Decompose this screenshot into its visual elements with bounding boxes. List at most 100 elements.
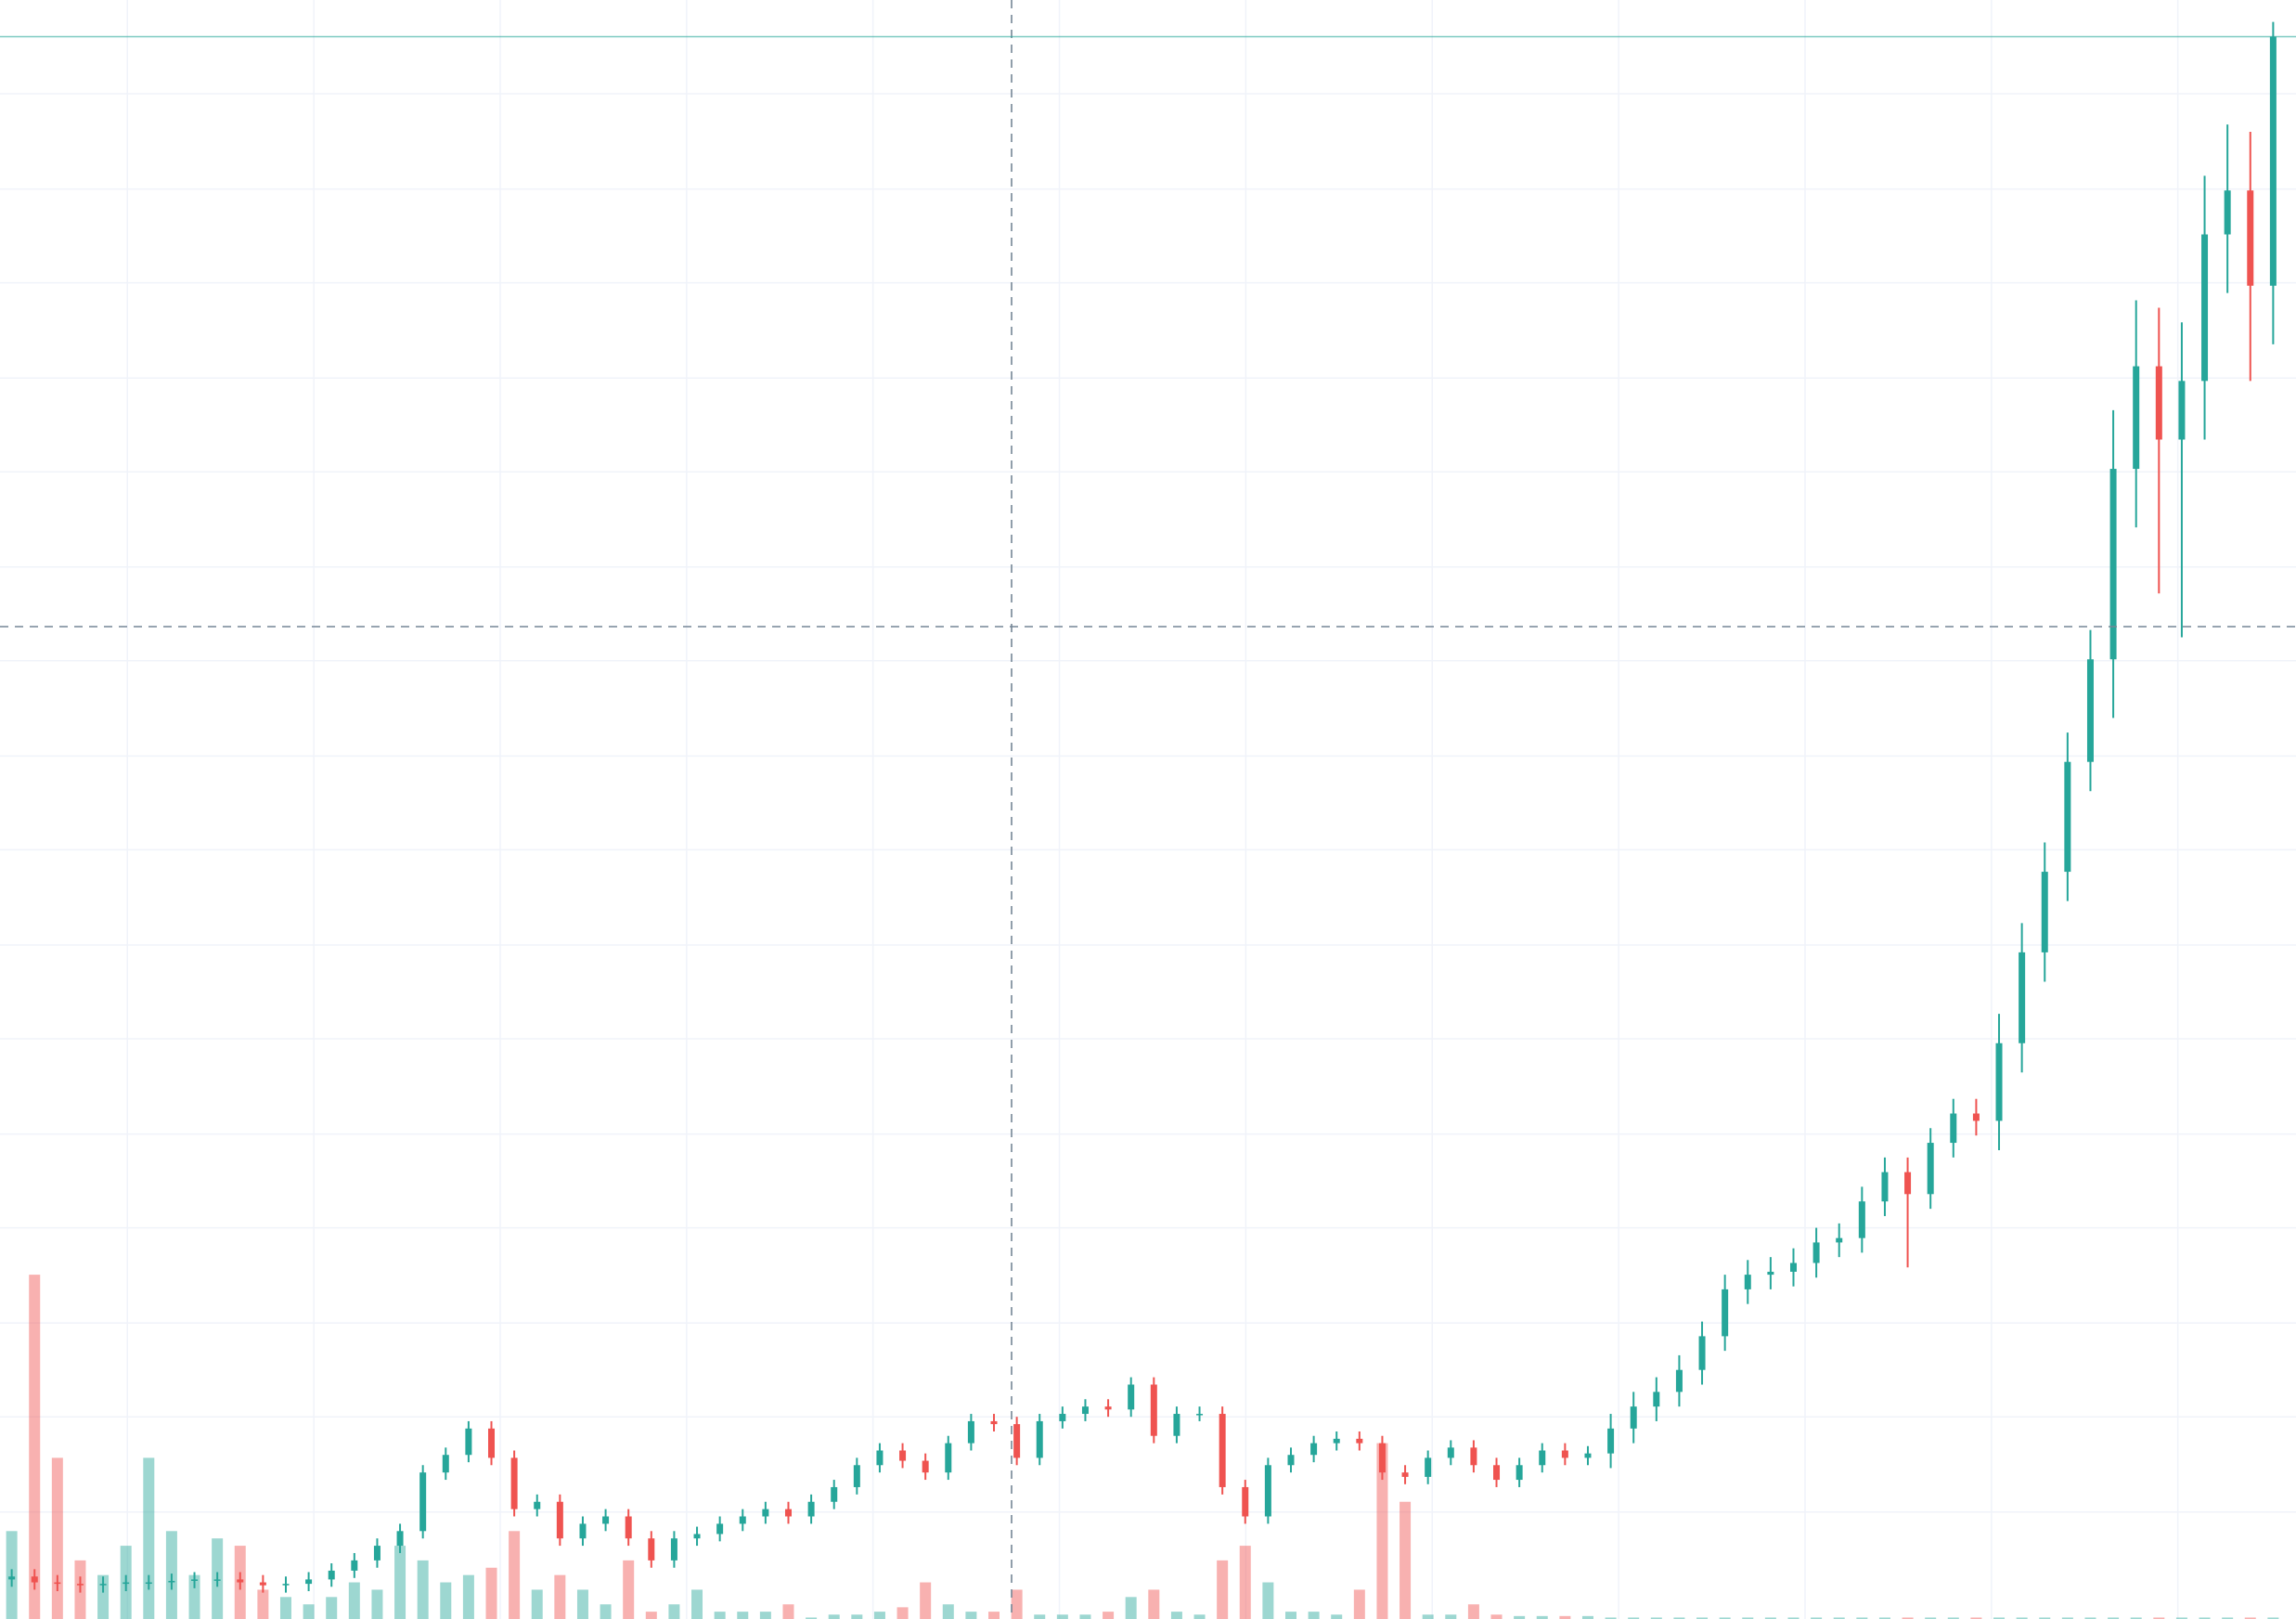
candle-body <box>602 1516 610 1524</box>
candle-body <box>1287 1455 1295 1466</box>
candle-body <box>853 1465 860 1487</box>
candle-body <box>1767 1271 1774 1276</box>
candle-body <box>1904 1172 1912 1195</box>
volume-bar <box>623 1560 635 1619</box>
volume-bar <box>348 1582 360 1619</box>
candle-body <box>1927 1143 1934 1195</box>
candle-body <box>1128 1384 1135 1410</box>
candle-body <box>2155 366 2162 440</box>
volume-bar <box>2244 1617 2256 1619</box>
candle-body <box>1516 1465 1523 1481</box>
volume-bar <box>2153 1617 2165 1619</box>
candle-body <box>488 1428 496 1458</box>
candle-body <box>1470 1447 1477 1466</box>
volume-bar <box>1034 1614 1046 1619</box>
volume-bar <box>143 1457 155 1619</box>
candle-body <box>1698 1336 1706 1370</box>
volume-bar <box>1514 1615 1526 1619</box>
candle-body <box>990 1420 998 1425</box>
volume-bar <box>806 1617 818 1619</box>
candle-body <box>442 1455 449 1473</box>
volume-bar <box>600 1604 612 1619</box>
volume-bar <box>462 1574 474 1619</box>
candle-body <box>876 1450 884 1466</box>
volume-bar <box>279 1597 291 1619</box>
candle-body <box>1881 1172 1889 1202</box>
candle-body <box>31 1576 38 1583</box>
candle-body <box>648 1538 655 1561</box>
volume-bar <box>257 1589 269 1619</box>
volume-bar <box>576 1589 588 1619</box>
volume-bar <box>1764 1617 1776 1619</box>
candle-body <box>305 1579 313 1585</box>
volume-bar <box>1970 1617 1982 1619</box>
candle-body <box>762 1509 769 1517</box>
candle-body <box>556 1501 563 1539</box>
volume-bar <box>1947 1617 1959 1619</box>
volume-bar <box>1148 1589 1160 1619</box>
volume-bar <box>1353 1589 1365 1619</box>
volume-bar <box>51 1457 63 1619</box>
volume-bar <box>1262 1582 1274 1619</box>
candle-body <box>967 1420 974 1444</box>
candle-body <box>1059 1414 1066 1421</box>
candle-body <box>1493 1465 1501 1481</box>
volume-bar <box>920 1582 932 1619</box>
candle-body <box>534 1501 541 1509</box>
candle-body <box>784 1509 792 1517</box>
volume-bar <box>326 1597 338 1619</box>
candle-body <box>899 1450 907 1461</box>
candle-body <box>259 1582 266 1586</box>
candle-body <box>2109 469 2117 660</box>
volume-bar <box>759 1612 771 1619</box>
volume-bar <box>97 1574 110 1619</box>
volume-bar <box>851 1614 863 1619</box>
volume-bar <box>965 1612 977 1619</box>
candle-body <box>1630 1406 1637 1429</box>
candle-body <box>191 1579 199 1581</box>
candle-body <box>1150 1384 1157 1436</box>
candle-body <box>419 1472 427 1532</box>
candle-body <box>2269 36 2277 286</box>
candle-body <box>625 1516 632 1539</box>
candle-body <box>2041 872 2048 952</box>
volume-bar <box>873 1612 885 1619</box>
volume-bar <box>1400 1501 1412 1619</box>
candle-body <box>1447 1447 1454 1458</box>
volume-bar <box>440 1582 452 1619</box>
volume-bar <box>1376 1443 1388 1619</box>
volume-bar <box>1628 1617 1640 1619</box>
candle-body <box>2019 952 2026 1043</box>
volume-bar <box>417 1560 429 1619</box>
candle-body <box>1812 1242 1820 1263</box>
volume-bar <box>1833 1617 1845 1619</box>
candle-body <box>1744 1275 1751 1289</box>
volume-bar <box>1581 1615 1593 1619</box>
volume-bar <box>1559 1615 1571 1619</box>
volume-bar <box>1696 1617 1709 1619</box>
candle-body <box>1242 1486 1249 1517</box>
volume-layer <box>6 1275 2279 1619</box>
candle-body <box>670 1538 677 1561</box>
candle-body <box>1264 1465 1271 1517</box>
volume-bar <box>1719 1617 1731 1619</box>
candle-body <box>1401 1472 1409 1477</box>
candle-body <box>510 1457 518 1509</box>
volume-bar <box>1011 1589 1023 1619</box>
volume-bar <box>645 1612 657 1619</box>
volume-bar <box>1331 1614 1343 1619</box>
candle-body <box>168 1580 175 1583</box>
candle-body <box>1356 1438 1363 1444</box>
candle-body <box>8 1576 16 1580</box>
volume-bar <box>1125 1597 1137 1619</box>
candle-body <box>2086 659 2094 762</box>
volume-bar <box>2108 1617 2120 1619</box>
candle-body <box>807 1501 815 1517</box>
candle-body <box>1539 1450 1546 1466</box>
candle-body <box>76 1584 84 1586</box>
candle-body <box>1722 1289 1729 1337</box>
volume-bar <box>2222 1617 2234 1619</box>
candle-body <box>1607 1428 1615 1454</box>
candle-body <box>2224 190 2231 235</box>
